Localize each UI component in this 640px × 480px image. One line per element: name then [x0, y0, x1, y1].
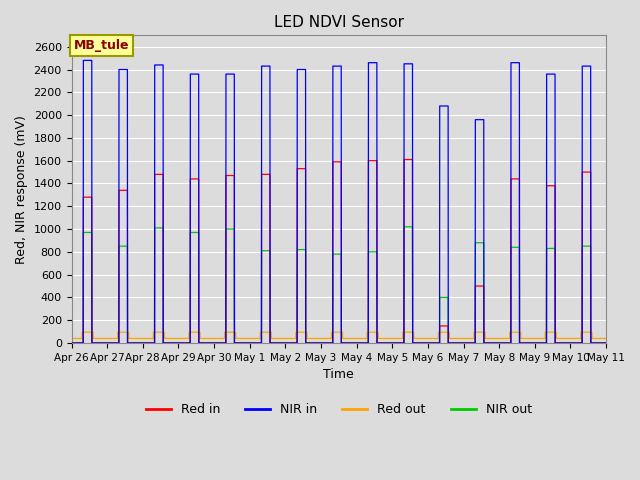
Title: LED NDVI Sensor: LED NDVI Sensor [274, 15, 404, 30]
Legend: Red in, NIR in, Red out, NIR out: Red in, NIR in, Red out, NIR out [141, 398, 537, 421]
X-axis label: Time: Time [323, 368, 354, 381]
Y-axis label: Red, NIR response (mV): Red, NIR response (mV) [15, 115, 28, 264]
Text: MB_tule: MB_tule [74, 39, 130, 52]
